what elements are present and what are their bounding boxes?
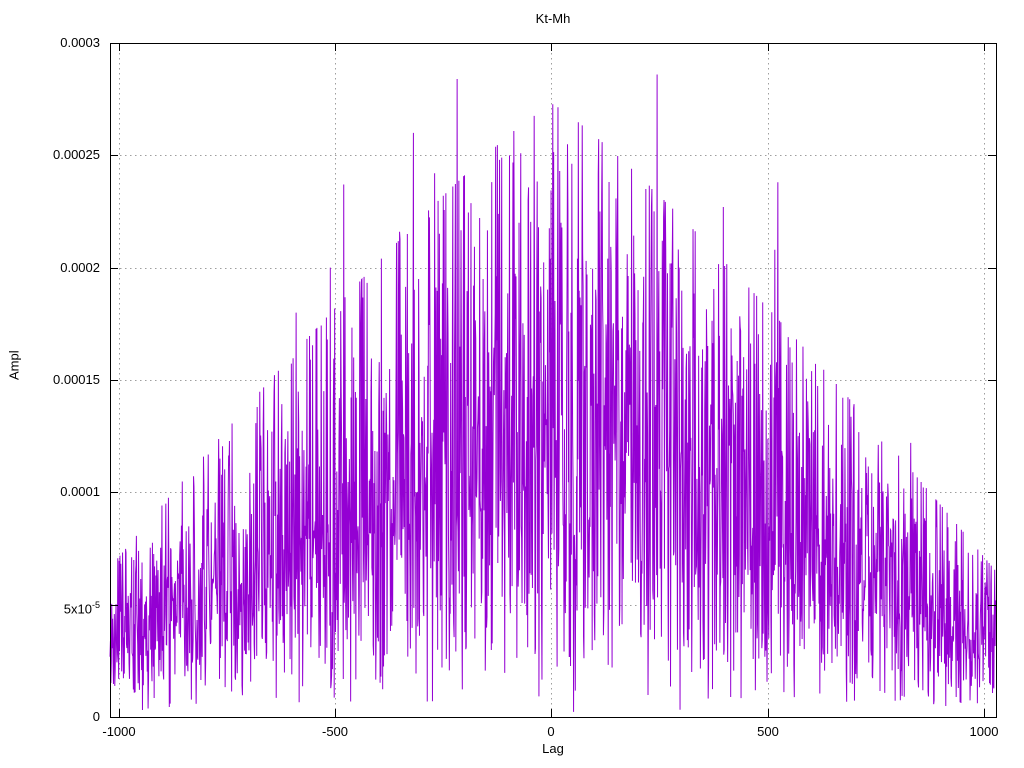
chart-title: Kt-Mh — [535, 11, 571, 26]
y-tick-label: 0.0002 — [60, 260, 100, 275]
x-tick-label: -1000 — [102, 724, 136, 739]
y-tick-label: 0.00015 — [53, 372, 100, 387]
x-axis-label: Lag — [542, 741, 564, 756]
x-tick-label: 500 — [757, 724, 779, 739]
x-tick-label: 0 — [547, 724, 555, 739]
data-series — [109, 74, 997, 712]
plot-border-and-ticks — [110, 43, 997, 718]
y-tick-label: 0.0001 — [60, 484, 100, 499]
y-tick-label: 0 — [92, 709, 100, 724]
x-tick-label: 1000 — [969, 724, 999, 739]
y-tick-label: 5x10-5 — [63, 600, 100, 617]
y-tick-label: 0.00025 — [53, 147, 100, 162]
x-tick-label: -500 — [321, 724, 349, 739]
y-tick-exponent: -5 — [91, 600, 100, 610]
y-tick-label: 0.0003 — [60, 35, 100, 50]
